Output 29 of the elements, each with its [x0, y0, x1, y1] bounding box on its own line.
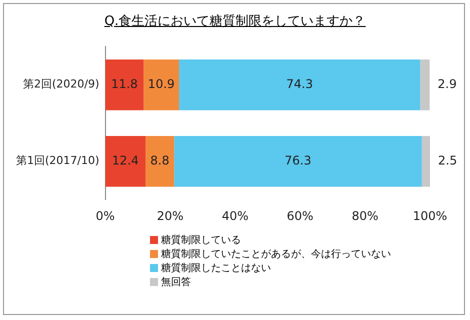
x-tick-label: 40%	[222, 208, 249, 223]
x-tick-label: 0%	[96, 208, 115, 223]
x-tick-label: 60%	[286, 208, 314, 223]
x-tick-label: 100%	[412, 208, 448, 223]
data-label: 11.8	[111, 76, 138, 91]
x-tick-label: 80%	[352, 208, 378, 223]
data-label: 2.9	[438, 76, 457, 91]
legend-label: 糖質制限したことはない	[160, 262, 272, 276]
data-label: 8.8	[150, 153, 170, 168]
bar	[105, 59, 144, 110]
data-label: 12.4	[112, 153, 139, 168]
data-label: 74.3	[286, 76, 313, 91]
bar	[422, 136, 430, 187]
data-label: 10.9	[148, 76, 175, 91]
bar	[144, 59, 179, 110]
legend-label: 糖質制限していたことがあるが、今は行っていない	[160, 248, 391, 262]
y-tick-label: 第2回(2020/9)	[23, 78, 100, 91]
data-label: 76.3	[284, 153, 312, 168]
bar	[420, 59, 430, 110]
bar	[105, 136, 146, 187]
bar	[146, 136, 174, 187]
x-tick-label: 20%	[156, 208, 184, 223]
bar	[174, 136, 422, 187]
legend-label: 無回答	[160, 276, 192, 290]
bar	[178, 59, 420, 110]
chart-title: Q.食生活において糖質制限をしていますか？	[104, 14, 366, 29]
legend-label: 糖質制限している	[160, 234, 242, 248]
y-tick-label: 第1回(2017/10)	[16, 154, 100, 168]
data-label: 2.5	[438, 153, 458, 168]
